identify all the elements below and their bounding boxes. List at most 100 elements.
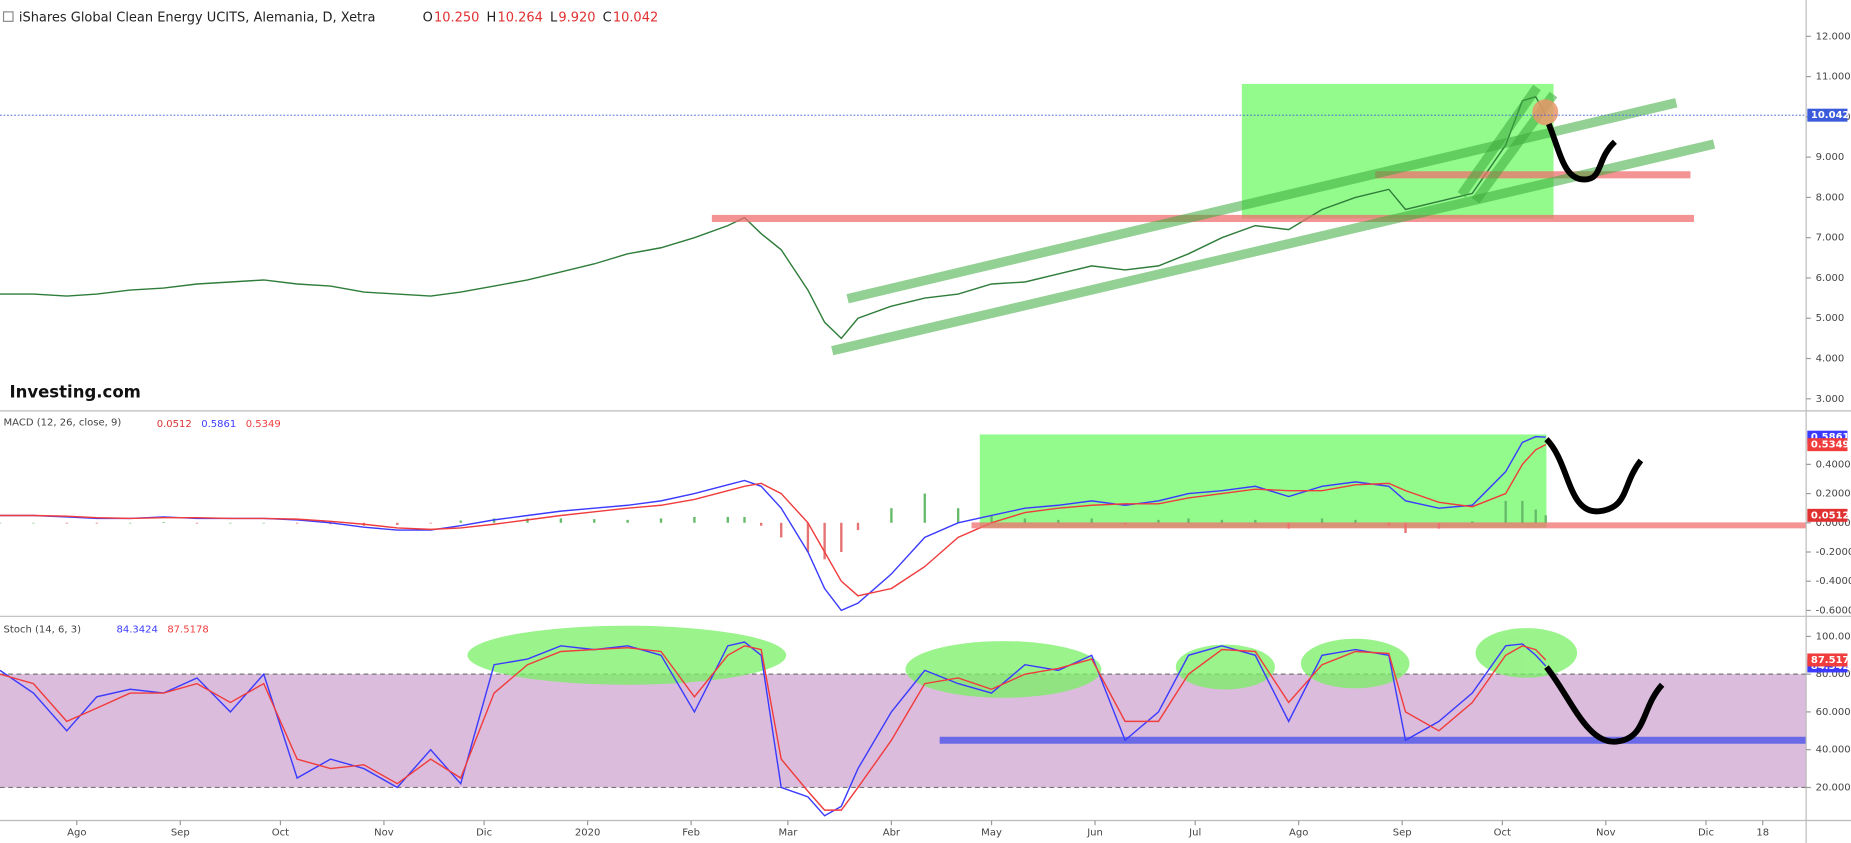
histogram-bar — [1220, 519, 1224, 523]
ellipse — [1175, 644, 1275, 690]
ellipse — [467, 625, 787, 685]
histogram-bar — [1023, 518, 1027, 523]
x-tick-label: May — [981, 827, 1002, 838]
y-tick-label: 0.4000 — [1816, 459, 1851, 470]
histogram-bar — [1534, 509, 1537, 523]
histogram-bar — [0, 522, 2, 524]
histogram-bar — [65, 522, 68, 524]
ohlc-key: H — [487, 10, 497, 25]
histogram-bar — [956, 508, 960, 523]
indicator-value: 0.5861 — [201, 419, 236, 430]
channel-line — [831, 139, 1716, 356]
histogram-bar — [659, 518, 663, 523]
last-value-label: 10.042 — [1811, 110, 1850, 121]
y-tick-label: 0.2000 — [1816, 489, 1851, 500]
histogram-bar — [840, 522, 843, 553]
indicator-title: Stoch (14, 6, 3) — [4, 624, 82, 635]
y-tick-label: 9.000 — [1816, 152, 1845, 163]
histogram-bar — [743, 516, 746, 523]
y-tick-label: 11.000 — [1816, 72, 1851, 83]
histogram-bar — [295, 522, 299, 524]
ohlc-value: 10.250 — [434, 10, 479, 25]
x-tick-label: Dic — [476, 827, 492, 838]
x-tick-label: Ago — [1289, 827, 1308, 838]
last-value-label: 84.3424 — [1811, 661, 1851, 672]
collapse-icon[interactable] — [2, 11, 14, 22]
histogram-bar — [726, 516, 729, 523]
histogram-bar — [1187, 518, 1190, 523]
x-tick-label: Ago — [67, 827, 86, 838]
y-tick-label: 40.0000 — [1816, 745, 1851, 756]
histogram-bar — [492, 518, 496, 523]
chart-title: iShares Global Clean Energy UCITS, Alema… — [19, 10, 376, 25]
histogram-bar — [856, 522, 860, 531]
x-tick-label: 18 — [1756, 827, 1769, 838]
arrow-drawing — [1544, 665, 1665, 745]
indicator-value: 0.5349 — [246, 419, 281, 430]
last-value-label: 87.5178 — [1811, 655, 1851, 666]
marker-circle — [1532, 99, 1559, 126]
arrow-drawing — [1546, 122, 1618, 183]
histogram-bar — [329, 522, 332, 525]
stoch-band — [0, 674, 1807, 788]
x-tick-label: Oct — [1494, 827, 1511, 838]
histogram-bar — [1090, 518, 1093, 523]
histogram-bar — [396, 522, 399, 525]
y-tick-label: 6.000 — [1816, 273, 1845, 284]
x-tick-label: Sep — [171, 827, 190, 838]
y-tick-label: 7.000 — [1816, 233, 1845, 244]
ohlc-key: C — [603, 10, 612, 25]
series-line — [0, 641, 1547, 817]
histogram-bar — [626, 519, 629, 523]
histogram-bar — [780, 522, 783, 538]
histogram-bar — [1354, 519, 1357, 523]
x-tick-label: Dic — [1698, 827, 1714, 838]
highlight-box — [979, 434, 1547, 528]
series-line — [0, 645, 1547, 811]
data-layer — [0, 95, 1547, 817]
ohlc-key: O — [423, 10, 433, 25]
indicator-value: 84.3424 — [116, 624, 157, 635]
histogram-bar — [1320, 518, 1324, 523]
histogram-bar — [1157, 519, 1160, 523]
indicator-value: 87.5178 — [167, 624, 208, 635]
ellipse — [905, 641, 1102, 698]
logo: Investing.com — [9, 383, 140, 402]
x-tick-label: Abr — [883, 827, 901, 838]
histogram-bar — [95, 522, 98, 524]
histogram-bar — [693, 516, 696, 523]
histogram-bar — [459, 520, 462, 523]
x-tick-label: Feb — [682, 827, 700, 838]
histogram-bar — [923, 493, 926, 523]
last-value-label: 0.5349 — [1811, 440, 1850, 451]
x-tick-label: Jun — [1086, 827, 1103, 838]
ellipse — [1475, 628, 1578, 678]
ohlc-value: 10.042 — [613, 10, 658, 25]
y-tick-label: 80.0000 — [1816, 669, 1851, 680]
x-tick-label: Mar — [778, 827, 798, 838]
histogram-bar — [760, 522, 763, 526]
histogram-bar — [1504, 500, 1507, 523]
last-value-tag — [1807, 108, 1848, 122]
histogram-bar — [1254, 519, 1257, 523]
y-tick-label: -0.6000 — [1816, 605, 1851, 616]
highlight-ellipses — [467, 625, 1578, 698]
y-tick-label: 12.000 — [1816, 31, 1851, 42]
last-value-tag — [1807, 438, 1848, 452]
y-tick-label: 20.0000 — [1816, 782, 1851, 793]
indicator-title: MACD (12, 26, close, 9) — [4, 418, 122, 429]
last-value-tag — [1807, 653, 1848, 667]
histogram-bar — [1521, 500, 1524, 523]
last-value-label: 0.0512 — [1811, 510, 1850, 521]
x-tick-label: 2020 — [575, 827, 601, 838]
drawings — [711, 84, 1807, 745]
x-tick-label: Jul — [1188, 827, 1201, 838]
histogram-bar — [990, 515, 993, 523]
histogram-bar — [32, 522, 35, 524]
series-line — [0, 444, 1547, 597]
histogram-bar — [526, 518, 529, 523]
channel-line — [1457, 84, 1541, 198]
y-tick-label: -0.4000 — [1816, 576, 1851, 587]
histogram-bar — [262, 522, 265, 524]
histogram-bar — [1471, 521, 1474, 523]
